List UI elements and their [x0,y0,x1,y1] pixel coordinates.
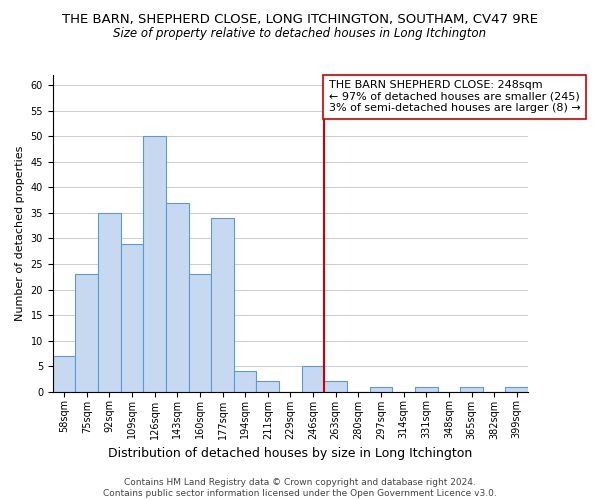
Bar [370,386,392,392]
Bar [256,382,279,392]
X-axis label: Distribution of detached houses by size in Long Itchington: Distribution of detached houses by size … [109,447,473,460]
Text: Contains HM Land Registry data © Crown copyright and database right 2024.
Contai: Contains HM Land Registry data © Crown c… [103,478,497,498]
Bar [98,213,121,392]
Bar [166,202,188,392]
Bar [143,136,166,392]
Text: THE BARN, SHEPHERD CLOSE, LONG ITCHINGTON, SOUTHAM, CV47 9RE: THE BARN, SHEPHERD CLOSE, LONG ITCHINGTO… [62,12,538,26]
Text: THE BARN SHEPHERD CLOSE: 248sqm
← 97% of detached houses are smaller (245)
3% of: THE BARN SHEPHERD CLOSE: 248sqm ← 97% of… [329,80,581,114]
Text: Size of property relative to detached houses in Long Itchington: Size of property relative to detached ho… [113,28,487,40]
Bar [460,386,483,392]
Bar [505,386,528,392]
Bar [76,274,98,392]
Bar [53,356,76,392]
Bar [121,244,143,392]
Y-axis label: Number of detached properties: Number of detached properties [15,146,25,321]
Bar [188,274,211,392]
Bar [415,386,437,392]
Bar [325,382,347,392]
Bar [302,366,325,392]
Bar [234,371,256,392]
Bar [211,218,234,392]
